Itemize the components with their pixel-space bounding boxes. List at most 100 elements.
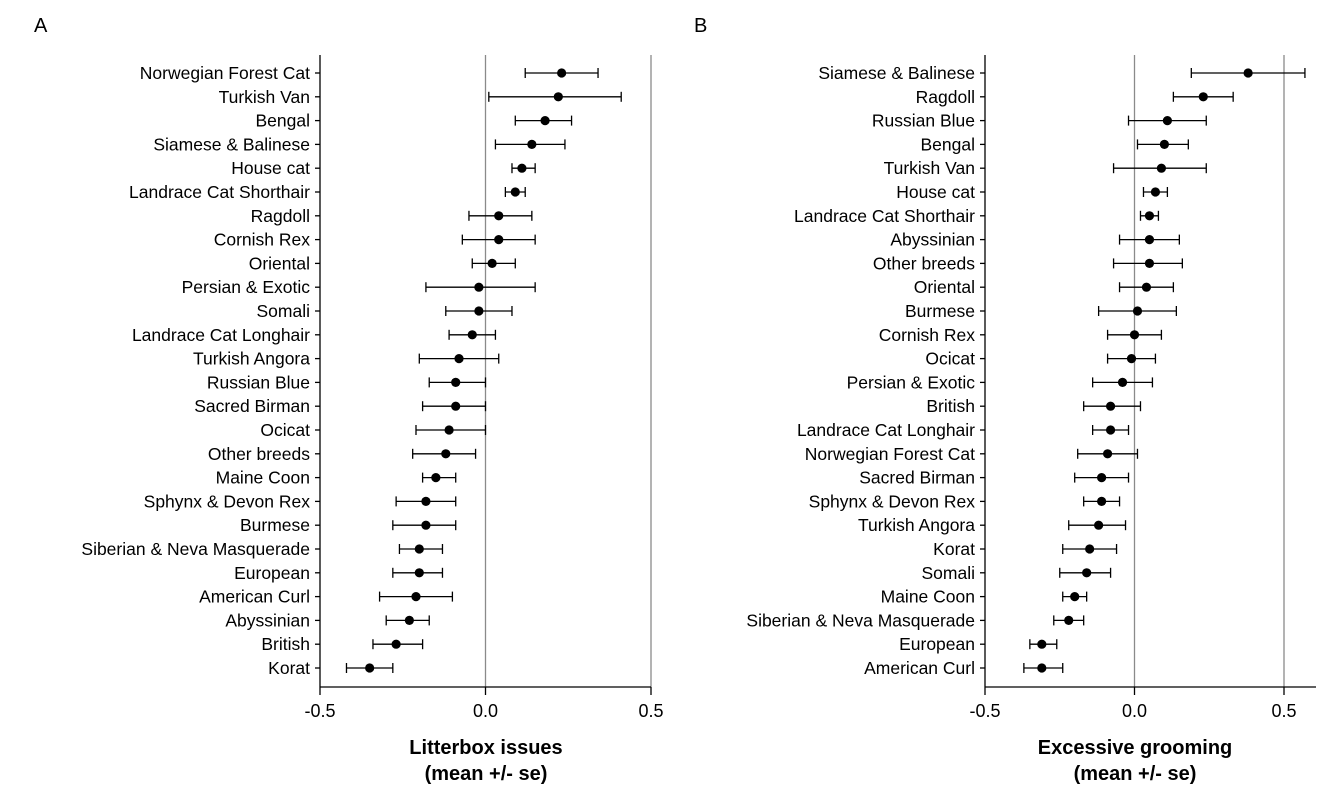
panel-a-marks: -0.5 0.0 0.5 Norwegian Forest Cat Turkish Va… [81, 55, 664, 721]
panel-b-mean-point-6 [1144, 211, 1155, 221]
panel-a-mean-point-23 [404, 615, 414, 626]
panel-b-mean-point-16 [1102, 449, 1113, 459]
panel-a-category-label-15: Ocicat [260, 420, 310, 440]
panel-b-category-label-17: Sacred Birman [859, 468, 975, 488]
panel-a-category-label-7: Cornish Rex [214, 230, 311, 250]
panel-b-category-label-15: Landrace Cat Longhair [797, 420, 975, 440]
panel-b-mean-point-13 [1117, 377, 1128, 387]
panel-a-xlabel-line1: Litterbox issues [409, 737, 562, 759]
panel-b-category-label-0: Siamese & Balinese [818, 63, 975, 83]
panel-a-category-label-13: Russian Blue [207, 372, 310, 392]
panel-a-category-label-2: Bengal [256, 111, 311, 131]
panel-a-mean-point-2 [540, 116, 550, 126]
panel-a-mean-point-21 [414, 568, 424, 578]
panel-b-category-label-4: Turkish Van [884, 158, 975, 178]
panel-a-mean-point-13 [451, 377, 461, 387]
panel-a-mean-point-11 [467, 330, 477, 340]
panel-a-mean-point-12 [454, 354, 464, 364]
panel-b-category-label-20: Korat [933, 539, 975, 559]
panel-b-category-label-25: American Curl [864, 658, 975, 678]
panel-a-category-label-9: Persian & Exotic [182, 277, 311, 297]
panel-b-mean-point-8 [1144, 258, 1155, 268]
panel-a-category-label-4: House cat [231, 158, 310, 178]
panel-a-category-label-5: Landrace Cat Shorthair [129, 182, 310, 202]
panel-b-mean-point-14 [1105, 401, 1116, 411]
panel-a-mean-point-20 [414, 544, 424, 554]
panel-b-x-tick-label-1: 0.0 [1122, 701, 1147, 721]
panel-a-category-label-12: Turkish Angora [193, 349, 310, 369]
panel-b-category-label-1: Ragdoll [916, 87, 975, 107]
panel-a-mean-point-15 [444, 425, 454, 435]
panel-a-category-label-14: Sacred Birman [194, 396, 310, 416]
panel-a-category-label-22: American Curl [199, 587, 310, 607]
panel-a-category-label-8: Oriental [249, 253, 310, 273]
panel-b-mean-point-4 [1156, 163, 1167, 173]
panel-b-mean-point-23 [1064, 615, 1074, 626]
panel-b-category-label-9: Oriental [914, 277, 975, 297]
panel-b-mean-point-0 [1243, 68, 1253, 78]
panel-b-mean-point-2 [1162, 116, 1172, 126]
panel-a-category-label-21: European [234, 563, 310, 583]
panel-b-xlabel-line1: Excessive grooming [1038, 737, 1233, 759]
panel-b-mean-point-15 [1105, 425, 1116, 435]
panel-b-category-label-7: Abyssinian [890, 230, 975, 250]
panel-b-category-label-13: Persian & Exotic [847, 372, 976, 392]
panel-a-x-tick-label-1: 0.0 [473, 701, 498, 721]
panel-a-category-label-19: Burmese [240, 515, 310, 535]
panel-a-mean-point-14 [451, 401, 461, 411]
panel-a-mean-point-4 [517, 163, 527, 173]
panel-a-category-label-23: Abyssinian [225, 610, 310, 630]
panel-a-category-label-25: Korat [268, 658, 310, 678]
panel-a: A -0.5 0.0 0.5 Norwegian Forest Cat Turkish … [34, 15, 664, 785]
panel-a-letter: A [34, 15, 48, 37]
panel-a-mean-point-1 [553, 92, 563, 102]
panel-a-mean-point-6 [494, 211, 504, 221]
panel-b-mean-point-20 [1085, 544, 1095, 554]
panel-b-mean-point-25 [1037, 663, 1047, 673]
panel-a-category-label-16: Other breeds [208, 444, 310, 464]
panel-a-mean-point-3 [527, 139, 537, 149]
panel-a-category-label-20: Siberian & Neva Masquerade [81, 539, 310, 559]
panel-a-mean-point-24 [391, 639, 401, 649]
panel-b-category-label-19: Turkish Angora [858, 515, 975, 535]
panel-b-mean-point-3 [1159, 139, 1169, 149]
panel-a-category-label-24: British [261, 634, 310, 654]
panel-b-x-tick-label-0: -0.5 [969, 701, 1000, 721]
panel-a-category-label-0: Norwegian Forest Cat [140, 63, 310, 83]
panel-b-category-label-3: Bengal [921, 134, 976, 154]
panel-a-mean-point-10 [474, 306, 484, 316]
panel-a-category-label-6: Ragdoll [251, 206, 310, 226]
panel-a-category-label-18: Sphynx & Devon Rex [144, 491, 311, 511]
panel-b-mean-point-7 [1144, 235, 1155, 245]
panel-b-mean-point-11 [1129, 330, 1140, 340]
panel-a-mean-point-8 [487, 258, 497, 268]
panel-b-category-label-22: Maine Coon [881, 587, 975, 607]
panel-a-category-label-17: Maine Coon [216, 468, 310, 488]
panel-b-marks: -0.5 0.0 0.5 Siamese & Balinese Ragdoll Russi… [746, 55, 1316, 721]
panel-a-mean-point-18 [421, 496, 431, 506]
panel-a-mean-point-16 [441, 449, 451, 459]
panel-a-mean-point-17 [431, 473, 441, 483]
panel-b-category-label-12: Ocicat [925, 349, 975, 369]
panel-b-mean-point-19 [1094, 520, 1104, 530]
panel-b-category-label-8: Other breeds [873, 253, 975, 273]
panel-a-category-label-1: Turkish Van [219, 87, 310, 107]
panel-a-mean-point-25 [365, 663, 375, 673]
panel-b-mean-point-22 [1070, 592, 1080, 602]
panel-b-xlabel-line2: (mean +/- se) [1074, 763, 1197, 785]
panel-a-category-label-3: Siamese & Balinese [153, 134, 310, 154]
panel-a-category-label-10: Somali [257, 301, 311, 321]
panel-b-category-label-18: Sphynx & Devon Rex [809, 491, 976, 511]
panel-a-mean-point-5 [510, 187, 520, 197]
panel-a-x-tick-label-0: -0.5 [304, 701, 335, 721]
panel-b-category-label-24: European [899, 634, 975, 654]
panel-b-x-tick-label-2: 0.5 [1271, 701, 1296, 721]
panel-a-mean-point-22 [411, 592, 421, 602]
panel-b-mean-point-9 [1141, 282, 1152, 292]
panel-b-category-label-6: Landrace Cat Shorthair [794, 206, 975, 226]
panel-a-mean-point-7 [494, 235, 504, 245]
panel-b-letter: B [694, 15, 707, 37]
panel-a-mean-point-19 [421, 520, 431, 530]
panel-a-x-tick-label-2: 0.5 [638, 701, 663, 721]
